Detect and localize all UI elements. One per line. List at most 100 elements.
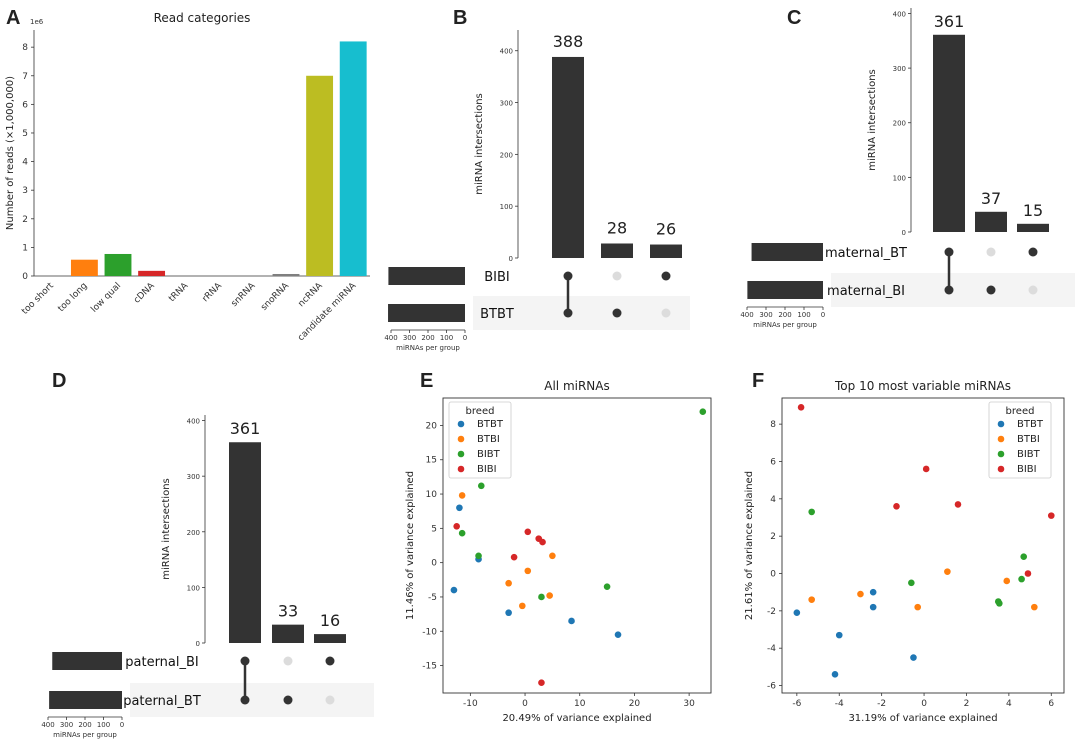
f-x-tick-label: -4 <box>835 699 844 709</box>
c-set-name: maternal_BI <box>827 284 905 299</box>
f-x-tick-label: -6 <box>792 699 801 709</box>
e-point-bibi <box>539 538 546 546</box>
c-y-tick-label: 0 <box>902 229 906 237</box>
f-point-bibi <box>1047 512 1055 519</box>
e-legend-label: BTBT <box>477 419 504 430</box>
f-point-btbt <box>869 603 877 611</box>
f-point-btbi <box>857 590 864 598</box>
f-y-tick-label: -6 <box>767 682 776 692</box>
f-point-bibt <box>1020 553 1028 561</box>
c-y-tick-label: 400 <box>893 10 906 18</box>
f-y-tick-label: 0 <box>770 570 776 580</box>
b-matrix-dot <box>612 308 622 318</box>
b-y-tick-label: 100 <box>500 203 513 211</box>
c-intersection-count: 15 <box>1023 201 1043 220</box>
d-set-axis-label: miRNAs per group <box>53 731 117 739</box>
e-point-bibt <box>475 552 482 560</box>
f-point-bibt <box>996 600 1003 607</box>
c-matrix-dot <box>1028 285 1038 295</box>
c-intersection-count: 37 <box>981 189 1001 208</box>
a-category-label: too long <box>56 281 89 314</box>
f-point-bibi <box>954 501 962 508</box>
f-y-tick-label: -2 <box>767 607 776 617</box>
d-matrix-dot <box>283 695 293 705</box>
e-point-bibt <box>477 482 485 490</box>
a-scale-note: 1e6 <box>30 18 44 26</box>
d-matrix-dot <box>325 695 335 705</box>
e-legend-label: BTBI <box>477 434 500 445</box>
f-x-tick-label: 4 <box>1006 699 1012 709</box>
b-matrix-dot <box>661 308 671 318</box>
d-intersection-count: 33 <box>278 602 298 621</box>
a-title: Read categories <box>154 11 251 25</box>
b-set-tick-label: 300 <box>403 334 416 342</box>
d-matrix-dot <box>325 656 335 666</box>
b-intersection-count: 388 <box>553 32 584 51</box>
b-y-tick-label: 300 <box>500 100 513 108</box>
a-y-tick-label: 5 <box>22 129 28 139</box>
b-intersection-bar <box>601 243 633 258</box>
e-point-btbi <box>546 592 553 599</box>
f-point-btbt <box>831 671 839 678</box>
f-legend-marker <box>997 420 1005 428</box>
f-point-bibt <box>808 508 815 516</box>
d-set-tick-label: 200 <box>78 721 91 729</box>
panel-label-c: C <box>787 7 801 29</box>
a-category-label: too short <box>20 281 56 317</box>
b-y-tick-label: 400 <box>500 48 513 56</box>
c-set-tick-label: 400 <box>740 311 753 319</box>
d-set-name: paternal_BT <box>123 694 201 709</box>
e-y-tick-label: -5 <box>428 593 437 603</box>
e-y-tick-label: 15 <box>426 456 437 466</box>
a-y-tick-label: 8 <box>22 43 28 53</box>
d-y-tick-label: 400 <box>187 418 200 426</box>
panel-label-d: D <box>52 370 66 392</box>
d-matrix-dot <box>283 656 293 666</box>
e-y-tick-label: 10 <box>426 490 438 500</box>
b-intersection-bar <box>552 56 584 259</box>
e-point-bibi <box>453 522 460 530</box>
f-legend-title: breed <box>1006 406 1035 417</box>
e-point-btbi <box>519 602 526 610</box>
b-set-size-bar <box>388 267 465 285</box>
f-y-tick-label: 6 <box>770 457 776 467</box>
f-y-tick-label: 4 <box>770 495 776 505</box>
f-legend-label: BTBT <box>1017 419 1044 430</box>
e-y-tick-label: 5 <box>431 524 437 534</box>
b-y-label: miRNA intersections <box>474 93 485 195</box>
f-y-label: 21.61% of variance explained <box>744 471 755 620</box>
d-set-tick-label: 400 <box>41 721 54 729</box>
d-intersection-count: 16 <box>320 611 340 630</box>
a-category-label: ncRNA <box>297 280 326 309</box>
f-point-btbt <box>910 654 917 661</box>
f-legend-label: BIBI <box>1017 464 1037 475</box>
f-point-btbi <box>1031 603 1038 611</box>
d-intersection-bar <box>314 634 346 643</box>
e-legend-title: breed <box>466 406 495 417</box>
e-point-btbi <box>524 567 532 575</box>
e-legend-label: BIBT <box>477 449 501 460</box>
a-bar <box>138 270 166 276</box>
f-point-btbi <box>944 568 951 575</box>
a-bar <box>272 273 300 276</box>
e-point-btbt <box>505 609 512 617</box>
panel-a-bar-chart: Read categories 1e6 Number of reads (×1,00… <box>5 11 370 343</box>
e-point-btbi <box>458 492 466 499</box>
f-legend-label: BIBT <box>1017 449 1041 460</box>
a-y-tick-label: 4 <box>22 158 28 168</box>
a-y-tick-label: 2 <box>22 215 28 225</box>
c-set-tick-label: 100 <box>797 311 810 319</box>
f-legend-marker <box>997 450 1005 458</box>
a-category-label: candidate miRNA <box>296 280 359 343</box>
e-x-tick-label: 10 <box>574 699 586 709</box>
d-set-size-bar <box>52 652 122 670</box>
d-intersection-count: 361 <box>230 419 261 438</box>
e-point-bibt <box>603 583 611 590</box>
e-point-bibi <box>510 553 518 561</box>
f-point-btbi <box>808 596 815 603</box>
b-set-tick-label: 400 <box>384 334 397 342</box>
b-intersection-count: 26 <box>656 220 676 239</box>
c-y-tick-label: 300 <box>893 65 906 73</box>
f-point-btbi <box>1003 577 1011 585</box>
f-x-tick-label: -2 <box>877 699 886 709</box>
